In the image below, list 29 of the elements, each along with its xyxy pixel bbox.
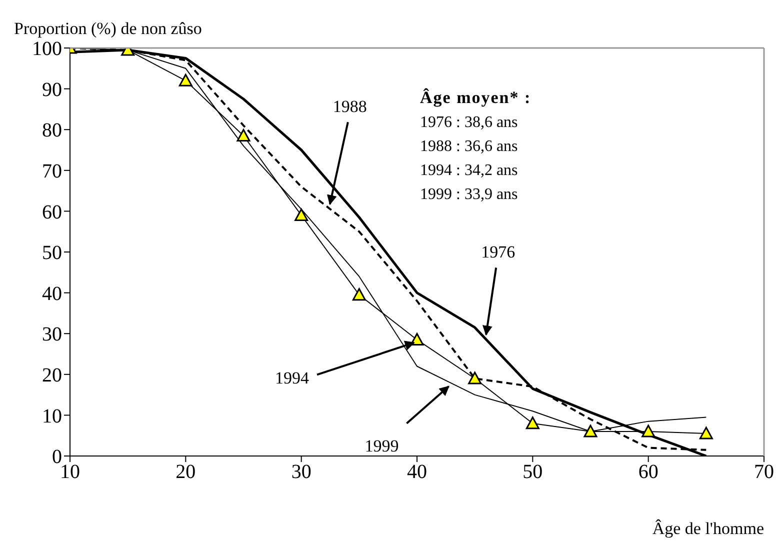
annotation: Âge moyen* :	[420, 88, 532, 107]
annotation: 1976 : 38,6 ans	[420, 114, 518, 131]
x-tick-label: 50	[522, 461, 543, 484]
x-tick-label: 60	[638, 461, 658, 484]
y-tick-label: 0	[52, 446, 62, 468]
annotation: 1999	[364, 436, 399, 456]
y-tick-label: 70	[42, 160, 62, 182]
x-tick-label: 10	[60, 461, 80, 484]
y-tick-label: 10	[42, 405, 62, 428]
y-tick-label: 50	[42, 242, 62, 264]
annotation: 1988	[332, 97, 367, 116]
annotation: 1994	[275, 368, 310, 388]
annotation: 1999 : 33,9 ans	[420, 186, 518, 203]
y-tick-label: 30	[42, 324, 62, 346]
x-tick-label: 40	[407, 461, 427, 484]
annotation: 1988 : 36,6 ans	[420, 138, 518, 155]
annotation: 1976	[481, 242, 516, 262]
x-tick-label: 20	[176, 461, 196, 484]
y-axis-title: Proportion (%) de non zûso	[14, 19, 202, 38]
x-tick-label: 30	[291, 461, 312, 484]
x-axis-title: Âge de l'homme	[652, 519, 764, 538]
y-tick-label: 100	[32, 38, 62, 60]
y-tick-label: 60	[42, 201, 62, 224]
y-tick-label: 20	[42, 364, 62, 386]
annotation: 1994 : 34,2 ans	[420, 162, 518, 179]
x-tick-label: 70	[754, 461, 774, 484]
y-tick-label: 80	[42, 120, 62, 142]
y-tick-label: 40	[42, 282, 62, 305]
y-tick-label: 90	[42, 78, 62, 101]
